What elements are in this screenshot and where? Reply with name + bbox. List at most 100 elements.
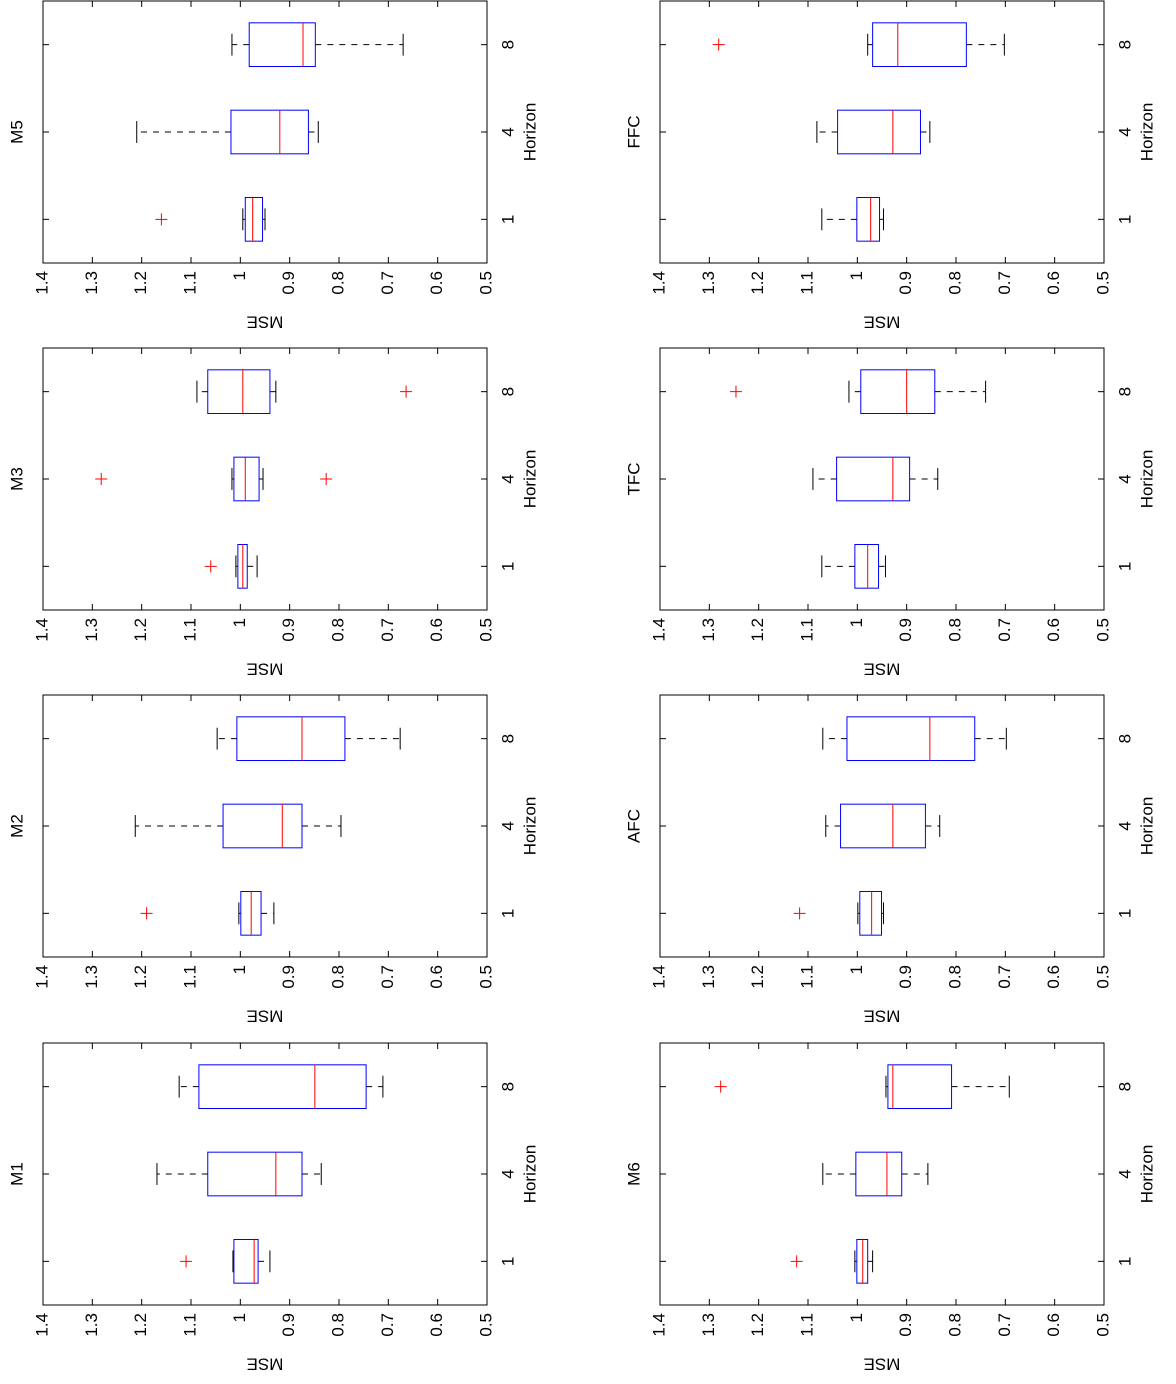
outlier [204,560,217,573]
y-tick-label: 0.7 [995,271,1014,295]
outlier [729,385,742,398]
x-tick-label: 1 [1115,562,1134,571]
y-tick-label: 1.3 [82,271,101,295]
y-tick-label: 1.3 [699,618,718,642]
y-axis-label: MSE [247,313,284,332]
y-tick-label: 0.7 [995,618,1014,642]
y-tick-label: 0.8 [328,965,347,989]
y-tick-label: 0.6 [427,965,446,989]
y-tick-label: 0.5 [1093,965,1112,989]
y-tick-label: 1.3 [82,965,101,989]
x-axis-label: Horizon [520,1145,539,1204]
y-tick-label: 1.4 [32,271,51,295]
y-tick-label: 1 [230,271,249,280]
y-tick-label: 0.8 [328,271,347,295]
x-tick-label: 8 [1115,1082,1134,1091]
y-tick-label: 0.9 [896,1313,915,1337]
box [233,456,260,502]
y-tick-label: 1.2 [748,965,767,989]
box [887,1064,953,1110]
y-axis-label: MSE [247,1355,284,1374]
y-tick-label: 0.8 [945,965,964,989]
x-tick-label: 1 [498,1257,517,1266]
y-tick-label: 0.9 [279,1313,298,1337]
y-tick-label: 0.7 [995,965,1014,989]
x-tick-label: 4 [498,1169,517,1178]
panel-title: FFC [624,115,643,148]
y-tick-label: 1.1 [180,1313,199,1337]
y-tick-label: 1.4 [649,618,668,642]
y-tick-label: 0.5 [1093,1313,1112,1337]
x-tick-label: 8 [1115,387,1134,396]
x-tick-label: 4 [1115,821,1134,830]
y-tick-label: 1.3 [699,965,718,989]
x-tick-label: 8 [498,734,517,743]
x-tick-label: 1 [1115,215,1134,224]
y-tick-label: 0.9 [896,618,915,642]
box [846,716,976,761]
box [856,197,881,242]
y-tick-label: 0.9 [279,618,298,642]
outlier [155,213,168,226]
y-tick-label: 1.1 [797,1313,816,1337]
y-tick-label: 0.6 [427,618,446,642]
y-tick-label: 1 [847,1313,866,1322]
y-axis-label: MSE [864,660,901,679]
panel-title: AFC [624,809,643,843]
y-tick-label: 0.7 [378,965,397,989]
y-tick-label: 1.2 [131,1313,150,1337]
y-tick-label: 0.6 [1044,965,1063,989]
outlier [400,385,413,398]
x-tick-label: 4 [498,821,517,830]
y-axis-label: MSE [247,1007,284,1026]
y-tick-label: 1 [230,618,249,627]
y-tick-label: 0.8 [945,1313,964,1337]
y-tick-label: 0.9 [896,965,915,989]
y-tick-label: 1.1 [180,271,199,295]
x-tick-label: 8 [498,40,517,49]
box [860,369,936,415]
outlier [320,473,333,485]
box [248,22,316,68]
panel-title: M2 [7,814,26,838]
y-tick-label: 1.3 [82,618,101,642]
y-tick-label: 1.2 [131,271,150,295]
y-tick-label: 1.2 [748,618,767,642]
y-tick-label: 0.5 [476,1313,495,1337]
box [840,803,926,849]
y-tick-label: 0.8 [945,618,964,642]
x-axis-label: Horizon [1137,450,1156,509]
y-tick-label: 1.1 [797,618,816,642]
y-tick-label: 1.3 [699,271,718,295]
y-axis-label: MSE [864,313,901,332]
y-tick-label: 0.6 [427,1313,446,1337]
box [207,369,271,415]
y-tick-label: 1.3 [82,1313,101,1337]
y-tick-label: 1.4 [32,965,51,989]
y-tick-label: 1.1 [797,271,816,295]
y-tick-label: 1.2 [131,965,150,989]
x-tick-label: 4 [1115,474,1134,483]
y-tick-label: 1.1 [180,965,199,989]
box [859,891,883,936]
outlier [180,1255,193,1268]
box [198,1064,367,1110]
y-tick-label: 0.7 [378,618,397,642]
y-tick-label: 1.2 [748,271,767,295]
box [854,544,880,589]
y-tick-label: 1.1 [797,965,816,989]
y-tick-label: 0.7 [378,271,397,295]
x-tick-label: 1 [1115,1257,1134,1266]
y-tick-label: 0.5 [476,271,495,295]
y-tick-label: 0.9 [896,271,915,295]
y-tick-label: 1 [230,965,249,974]
y-tick-label: 1.4 [649,271,668,295]
x-axis-label: Horizon [1137,103,1156,162]
x-tick-label: 8 [498,1082,517,1091]
panel-title: M3 [7,467,26,491]
y-tick-label: 0.6 [427,271,446,295]
y-tick-label: 0.7 [378,1313,397,1337]
x-tick-label: 1 [498,215,517,224]
